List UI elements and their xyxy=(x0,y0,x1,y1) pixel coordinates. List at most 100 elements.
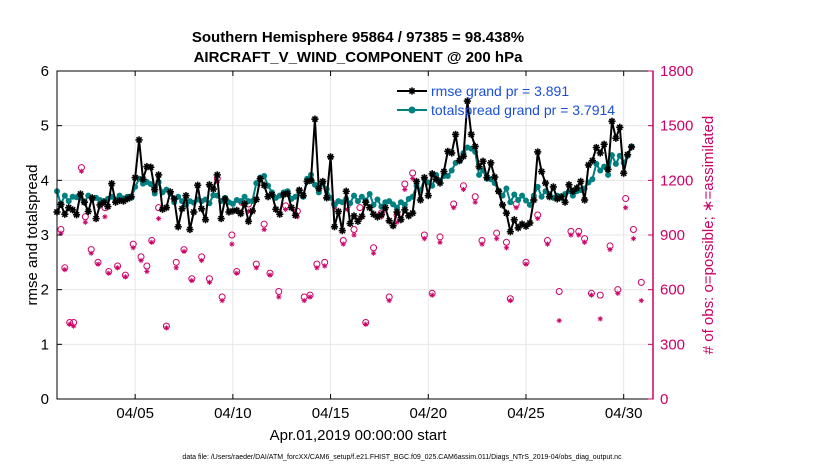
totalspread-point xyxy=(522,197,529,204)
rmse-point xyxy=(530,196,538,204)
obs-assimilated-point xyxy=(261,226,267,233)
x-tick-label: 04/10 xyxy=(214,405,252,422)
rmse-point xyxy=(448,149,456,157)
rmse-point xyxy=(88,194,96,202)
rmse-point xyxy=(393,208,401,216)
legend-rmse-marker xyxy=(408,87,416,95)
obs-assimilated-point xyxy=(370,250,377,256)
rmse-point xyxy=(608,117,616,125)
y-tick-label-left: 2 xyxy=(41,282,49,299)
rmse-point xyxy=(272,205,280,213)
rmse-point xyxy=(237,210,245,218)
totalspread-point xyxy=(370,201,377,208)
rmse-point xyxy=(491,173,499,181)
obs-assimilated-point xyxy=(181,248,187,254)
rmse-point xyxy=(240,200,249,208)
rmse-point xyxy=(260,181,268,189)
obs-assimilated-point xyxy=(276,294,282,300)
obs-assimilated-point xyxy=(451,205,457,211)
obs-assimilated-point xyxy=(283,206,289,213)
obs-possible-point xyxy=(228,231,236,239)
obs-assimilated-point xyxy=(607,246,613,253)
rmse-point xyxy=(358,212,366,221)
obs-assimilated-point xyxy=(623,205,629,211)
obs-assimilated-point xyxy=(122,274,128,280)
obs-assimilated-point xyxy=(95,261,101,267)
obs-assimilated-point xyxy=(88,250,94,256)
y-tick-label-right: 0 xyxy=(660,391,668,408)
rmse-point xyxy=(526,219,534,227)
rmse-point xyxy=(385,217,393,225)
rmse-point xyxy=(299,192,307,200)
rmse-point xyxy=(311,115,319,123)
rmse-point xyxy=(369,210,378,218)
obs-assimilated-point xyxy=(582,239,588,245)
rmse-point xyxy=(565,181,573,189)
rmse-point xyxy=(139,175,147,183)
totalspread-point xyxy=(511,191,518,198)
totalspread-point xyxy=(519,192,526,199)
obs-assimilated-point xyxy=(144,268,150,275)
rmse-point xyxy=(213,171,221,179)
obs-assimilated-point xyxy=(322,263,328,269)
totalspread-point xyxy=(366,191,373,197)
obs-assimilated-point xyxy=(472,199,478,205)
chart-title-line2: AIRCRAFT_V_WIND_COMPONENT @ 200 hPa xyxy=(194,49,524,66)
rmse-point xyxy=(295,186,303,194)
y-axis-label-right: # of obs: o=possible; ∗=assimilated xyxy=(700,116,717,355)
rmse-line xyxy=(56,100,633,236)
rmse-point xyxy=(506,228,514,236)
rmse-point xyxy=(620,169,628,177)
obs-assimilated-point xyxy=(351,232,357,238)
totalspread-point xyxy=(569,192,576,199)
totalspread-point xyxy=(374,196,381,203)
obs-assimilated-point xyxy=(314,265,320,271)
rmse-point xyxy=(350,212,358,220)
y-tick-label-right: 300 xyxy=(660,336,685,353)
rmse-point xyxy=(108,180,116,188)
rmse-point xyxy=(366,204,374,212)
obs-assimilated-point xyxy=(149,239,155,245)
rmse-point xyxy=(463,97,471,105)
rmse-point xyxy=(440,167,448,176)
rmse-point xyxy=(459,152,468,160)
rmse-point xyxy=(405,212,413,220)
rmse-point xyxy=(616,123,624,131)
obs-assimilated-point xyxy=(507,298,513,304)
obs-assimilated-point xyxy=(62,267,68,273)
rmse-point xyxy=(186,225,194,234)
x-tick-label: 04/05 xyxy=(116,405,154,422)
rmse-point xyxy=(412,177,421,186)
obs-assimilated-point xyxy=(253,265,259,271)
rmse-point xyxy=(72,211,81,219)
totalspread-point xyxy=(401,201,408,208)
obs-assimilated-point xyxy=(588,292,595,298)
rmse-point xyxy=(330,223,339,231)
totalspread-point xyxy=(515,197,522,204)
y-tick-label-left: 0 xyxy=(41,391,49,408)
rmse-point xyxy=(561,198,569,206)
obs-possible-point xyxy=(622,195,630,203)
totalspread-point xyxy=(229,200,236,207)
rmse-point xyxy=(217,215,225,223)
rmse-point xyxy=(409,209,417,217)
rmse-point xyxy=(510,216,518,224)
obs-assimilated-point xyxy=(189,277,195,284)
totalspread-point xyxy=(65,198,72,205)
rmse-point xyxy=(588,157,597,165)
rmse-point xyxy=(307,176,315,184)
x-tick-label: 04/25 xyxy=(507,405,545,422)
totalspread-point xyxy=(503,185,510,192)
rmse-point xyxy=(57,200,65,208)
rmse-point xyxy=(452,130,460,139)
obs-assimilated-point xyxy=(429,292,435,298)
obs-assimilated-point xyxy=(173,265,179,271)
obs-assimilated-point xyxy=(114,265,121,271)
rmse-point xyxy=(581,196,589,204)
obs-possible-point xyxy=(555,287,563,295)
x-tick-label: 04/30 xyxy=(605,405,643,422)
rmse-point xyxy=(201,216,210,224)
obs-assimilated-point xyxy=(460,186,467,193)
rmse-point xyxy=(170,195,178,203)
obs-assimilated-point xyxy=(234,270,240,276)
